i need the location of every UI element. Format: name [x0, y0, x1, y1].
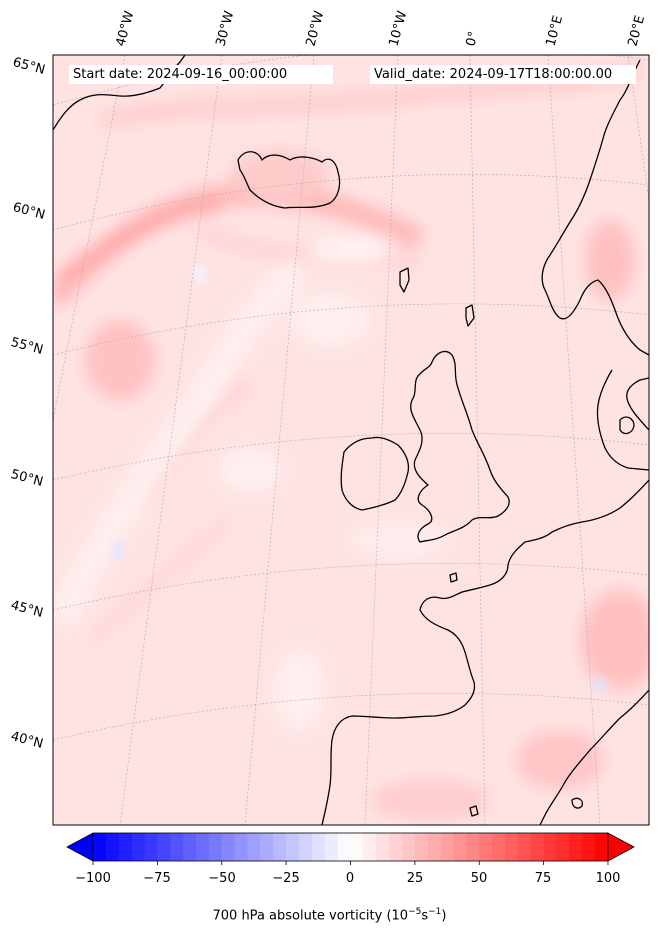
colorbar-step	[505, 833, 519, 861]
colorbar-step	[311, 833, 326, 861]
colorbar-step	[350, 833, 364, 861]
colorbar-step	[402, 833, 416, 861]
colorbar-step	[183, 833, 197, 861]
colorbar-title-mid: s	[421, 908, 429, 924]
colorbar-step	[414, 833, 429, 861]
colorbar-step	[208, 833, 223, 861]
colorbar-step	[234, 833, 249, 861]
colorbar-step	[286, 833, 300, 861]
colorbar-tick-label: −75	[143, 871, 171, 886]
colorbar-step	[93, 833, 107, 861]
colorbar-step	[556, 833, 570, 861]
colorbar-tick-label: 25	[406, 871, 424, 886]
colorbar-step	[595, 833, 609, 861]
colorbar-step	[440, 833, 455, 861]
colorbar-tick-label: 75	[534, 871, 552, 886]
colorbar-step	[569, 833, 583, 861]
colorbar-step	[376, 833, 390, 861]
colorbar-step	[363, 833, 377, 861]
colorbar-step	[492, 833, 506, 861]
colorbar-tick-label: −100	[75, 871, 111, 886]
colorbar	[66, 832, 635, 865]
colorbar-step	[530, 833, 545, 861]
colorbar-step	[273, 833, 287, 861]
colorbar-step	[247, 833, 261, 861]
colorbar-step	[389, 833, 403, 861]
colorbar-step	[144, 833, 158, 861]
colorbar-step	[427, 833, 442, 861]
colorbar-title-suffix: )	[441, 908, 447, 924]
colorbar-step	[543, 833, 558, 861]
colorbar-tick-label: 0	[345, 871, 355, 886]
coastlines	[53, 55, 649, 825]
colorbar-step	[157, 833, 171, 861]
colorbar-step	[221, 833, 236, 861]
map-frame	[52, 54, 650, 826]
colorbar-step	[170, 833, 184, 861]
colorbar-step	[466, 833, 480, 861]
colorbar-step	[517, 833, 532, 861]
colorbar-extend-max	[607, 832, 635, 862]
colorbar-step	[337, 833, 352, 861]
colorbar-step	[260, 833, 274, 861]
start-date-label: Start date: 2024-09-16_00:00:00	[69, 65, 333, 84]
colorbar-tick-label: 100	[595, 871, 621, 886]
colorbar-step	[453, 833, 467, 861]
colorbar-tick-label: 50	[470, 871, 488, 886]
colorbar-title-prefix: 700 hPa absolute vorticity (10	[212, 908, 409, 924]
colorbar-step	[131, 833, 146, 861]
colorbar-step	[582, 833, 596, 861]
colorbar-step	[324, 833, 339, 861]
vorticity-field	[53, 55, 649, 825]
colorbar-extend-min	[66, 832, 94, 862]
colorbar-title-exp2: −1	[428, 907, 442, 917]
colorbar-title-exp1: −5	[408, 907, 422, 917]
colorbar-step	[196, 833, 210, 861]
colorbar-tick-label: −50	[208, 871, 236, 886]
colorbar-tick-label: −25	[272, 871, 300, 886]
colorbar-step	[479, 833, 493, 861]
colorbar-step	[118, 833, 133, 861]
colorbar-step	[105, 833, 120, 861]
colorbar-step	[299, 833, 313, 861]
valid-date-label: Valid_date: 2024-09-17T18:00:00.00	[370, 65, 636, 84]
colorbar-title: 700 hPa absolute vorticity (10−5s−1)	[0, 907, 659, 923]
